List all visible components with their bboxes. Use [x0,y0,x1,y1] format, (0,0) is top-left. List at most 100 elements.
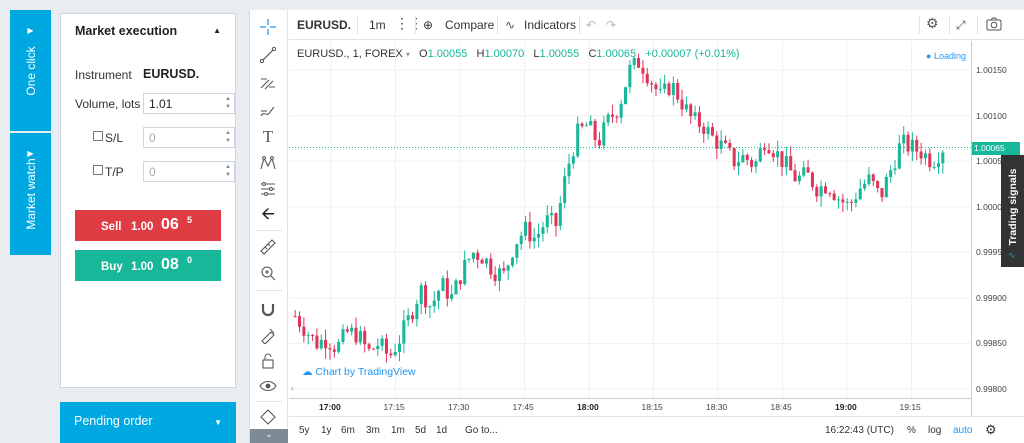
toolbar-scroll-down-icon[interactable]: ⌄ [250,429,288,443]
price-tick-label: 0.99950 [976,247,1007,258]
auto-toggle[interactable]: auto [953,425,973,436]
price-axis[interactable]: 1.00150 1.00100 1.00050 1.00000 0.99950 0.999… [971,41,1024,416]
percent-toggle[interactable]: % [907,425,916,436]
candle-body [776,151,780,158]
range-1d[interactable]: 1d [436,425,448,436]
stepper-arrows-icon[interactable]: ▲ ▼ [225,96,231,110]
range-1y[interactable]: 1y [321,425,332,436]
prediction-icon[interactable] [256,178,280,200]
candle-body [397,343,402,352]
undo-icon[interactable]: ↶ [586,18,597,32]
candle-body [737,162,741,167]
tp-value: 0 [149,165,156,179]
candle-body [337,341,341,352]
unlock-icon[interactable] [256,350,280,372]
fullscreen-icon[interactable]: ⤢ [956,18,966,32]
time-tick-label: 18:15 [641,402,663,412]
collapse-caret-icon[interactable]: ▲ [213,26,221,35]
crosshair-icon[interactable] [256,16,280,38]
candle-body [415,303,419,320]
eye-icon[interactable] [256,375,280,397]
candlestick-plot[interactable] [289,41,971,416]
candle-body [763,148,767,151]
symbol-search[interactable]: EURUSD. [297,18,352,32]
candle-body [654,84,658,90]
indicators-icon[interactable]: ∿ [505,18,516,32]
tp-checkbox[interactable] [93,165,103,175]
sl-input[interactable]: 0 ▲ ▼ [143,127,235,148]
ruler-icon[interactable] [256,236,280,258]
topbar-separator [977,16,978,34]
candle-body [602,122,606,146]
tp-input[interactable]: 0 ▲ ▼ [143,161,235,182]
collapse-toolbar-icon[interactable]: ‹ [291,383,294,393]
goto-button[interactable]: Go to... [465,425,498,436]
sell-price-sup: 5 [187,215,193,225]
candle-body [858,188,862,200]
tab-market-watch[interactable]: ▶ Market watch [10,133,51,255]
time-axis[interactable]: 17:00 17:15 17:30 17:45 18:00 18:15 18:30 18:45… [289,398,971,416]
range-6m[interactable]: 6m [341,425,355,436]
interval-selector[interactable]: 1m [369,18,386,32]
screenshot-camera-icon[interactable] [986,17,1002,34]
trading-signals-tab[interactable]: Trading signals ∿ [1001,155,1024,267]
text-tool-icon[interactable]: T [262,127,274,146]
tradingview-watermark[interactable]: ☁ Chart by TradingView [302,366,416,378]
trend-line-icon[interactable] [256,44,280,66]
settings-gear-icon[interactable]: ⚙ [926,15,939,31]
candle-body [571,156,575,164]
candle-body [915,139,919,152]
candles-icon[interactable]: ⋮⋮ [395,15,423,31]
candle-body [541,227,545,234]
redo-icon[interactable]: ↷ [606,18,617,32]
chart-settings-gear-icon[interactable]: ⚙ [985,422,997,437]
candle-body [710,127,714,136]
candle-body [815,187,819,197]
price-tick-label: 1.00100 [976,110,1007,121]
price-tick-label: 0.99800 [976,383,1007,394]
close-label: C [588,48,597,60]
chart-legend: EURUSD., 1, FOREX ▾ O1.00055 H1.00070 L1… [297,48,740,60]
candle-body [723,140,728,143]
panel-header[interactable]: Market execution ▲ [61,14,235,48]
volume-input[interactable]: 1.01 ▲ ▼ [143,93,235,114]
candle-body [841,199,845,203]
candle-body [510,257,515,266]
candle-body [593,120,597,140]
indicators-button[interactable]: Indicators [524,18,577,32]
expand-caret-icon[interactable]: ▼ [214,418,222,427]
stepper-arrows-icon[interactable]: ▲ ▼ [225,164,231,178]
stepper-arrows-icon[interactable]: ▲ ▼ [225,130,231,144]
range-5d[interactable]: 5d [415,425,427,436]
buy-button[interactable]: Buy 1.00 08 0 [75,250,221,281]
open-label: O [419,48,428,60]
sl-checkbox[interactable] [93,131,103,141]
lock-drawings-icon[interactable] [256,324,280,346]
pattern-icon[interactable] [256,152,280,174]
tab-one-click[interactable]: ▶ One click [10,10,51,131]
compare-icon[interactable]: ⊕ [423,18,434,32]
sell-button[interactable]: Sell 1.00 06 5 [75,210,221,241]
range-5y[interactable]: 5y [299,425,310,436]
candle-body [576,123,580,157]
log-toggle[interactable]: log [928,425,942,436]
time-tick-label: 18:30 [706,402,728,412]
buy-price-sup: 0 [187,255,193,265]
candle-body [854,199,858,203]
candle-body [863,183,867,189]
legend-caret-icon[interactable]: ▾ [405,50,410,59]
candle-body [589,120,593,126]
brush-icon[interactable] [256,100,280,122]
arrow-left-icon[interactable]: 🡨 [261,204,275,223]
candle-body [706,127,710,134]
range-3m[interactable]: 3m [366,425,380,436]
topbar-separator [497,16,498,34]
volume-value: 1.01 [149,97,173,111]
zoom-in-icon[interactable] [256,262,280,284]
range-1m[interactable]: 1m [391,425,405,436]
remove-drawings-icon[interactable] [256,406,280,428]
magnet-icon[interactable] [256,298,280,320]
pending-order-bar[interactable]: Pending order ▼ [60,402,236,443]
compare-button[interactable]: Compare [445,18,495,32]
fib-retracement-icon[interactable] [256,72,280,94]
